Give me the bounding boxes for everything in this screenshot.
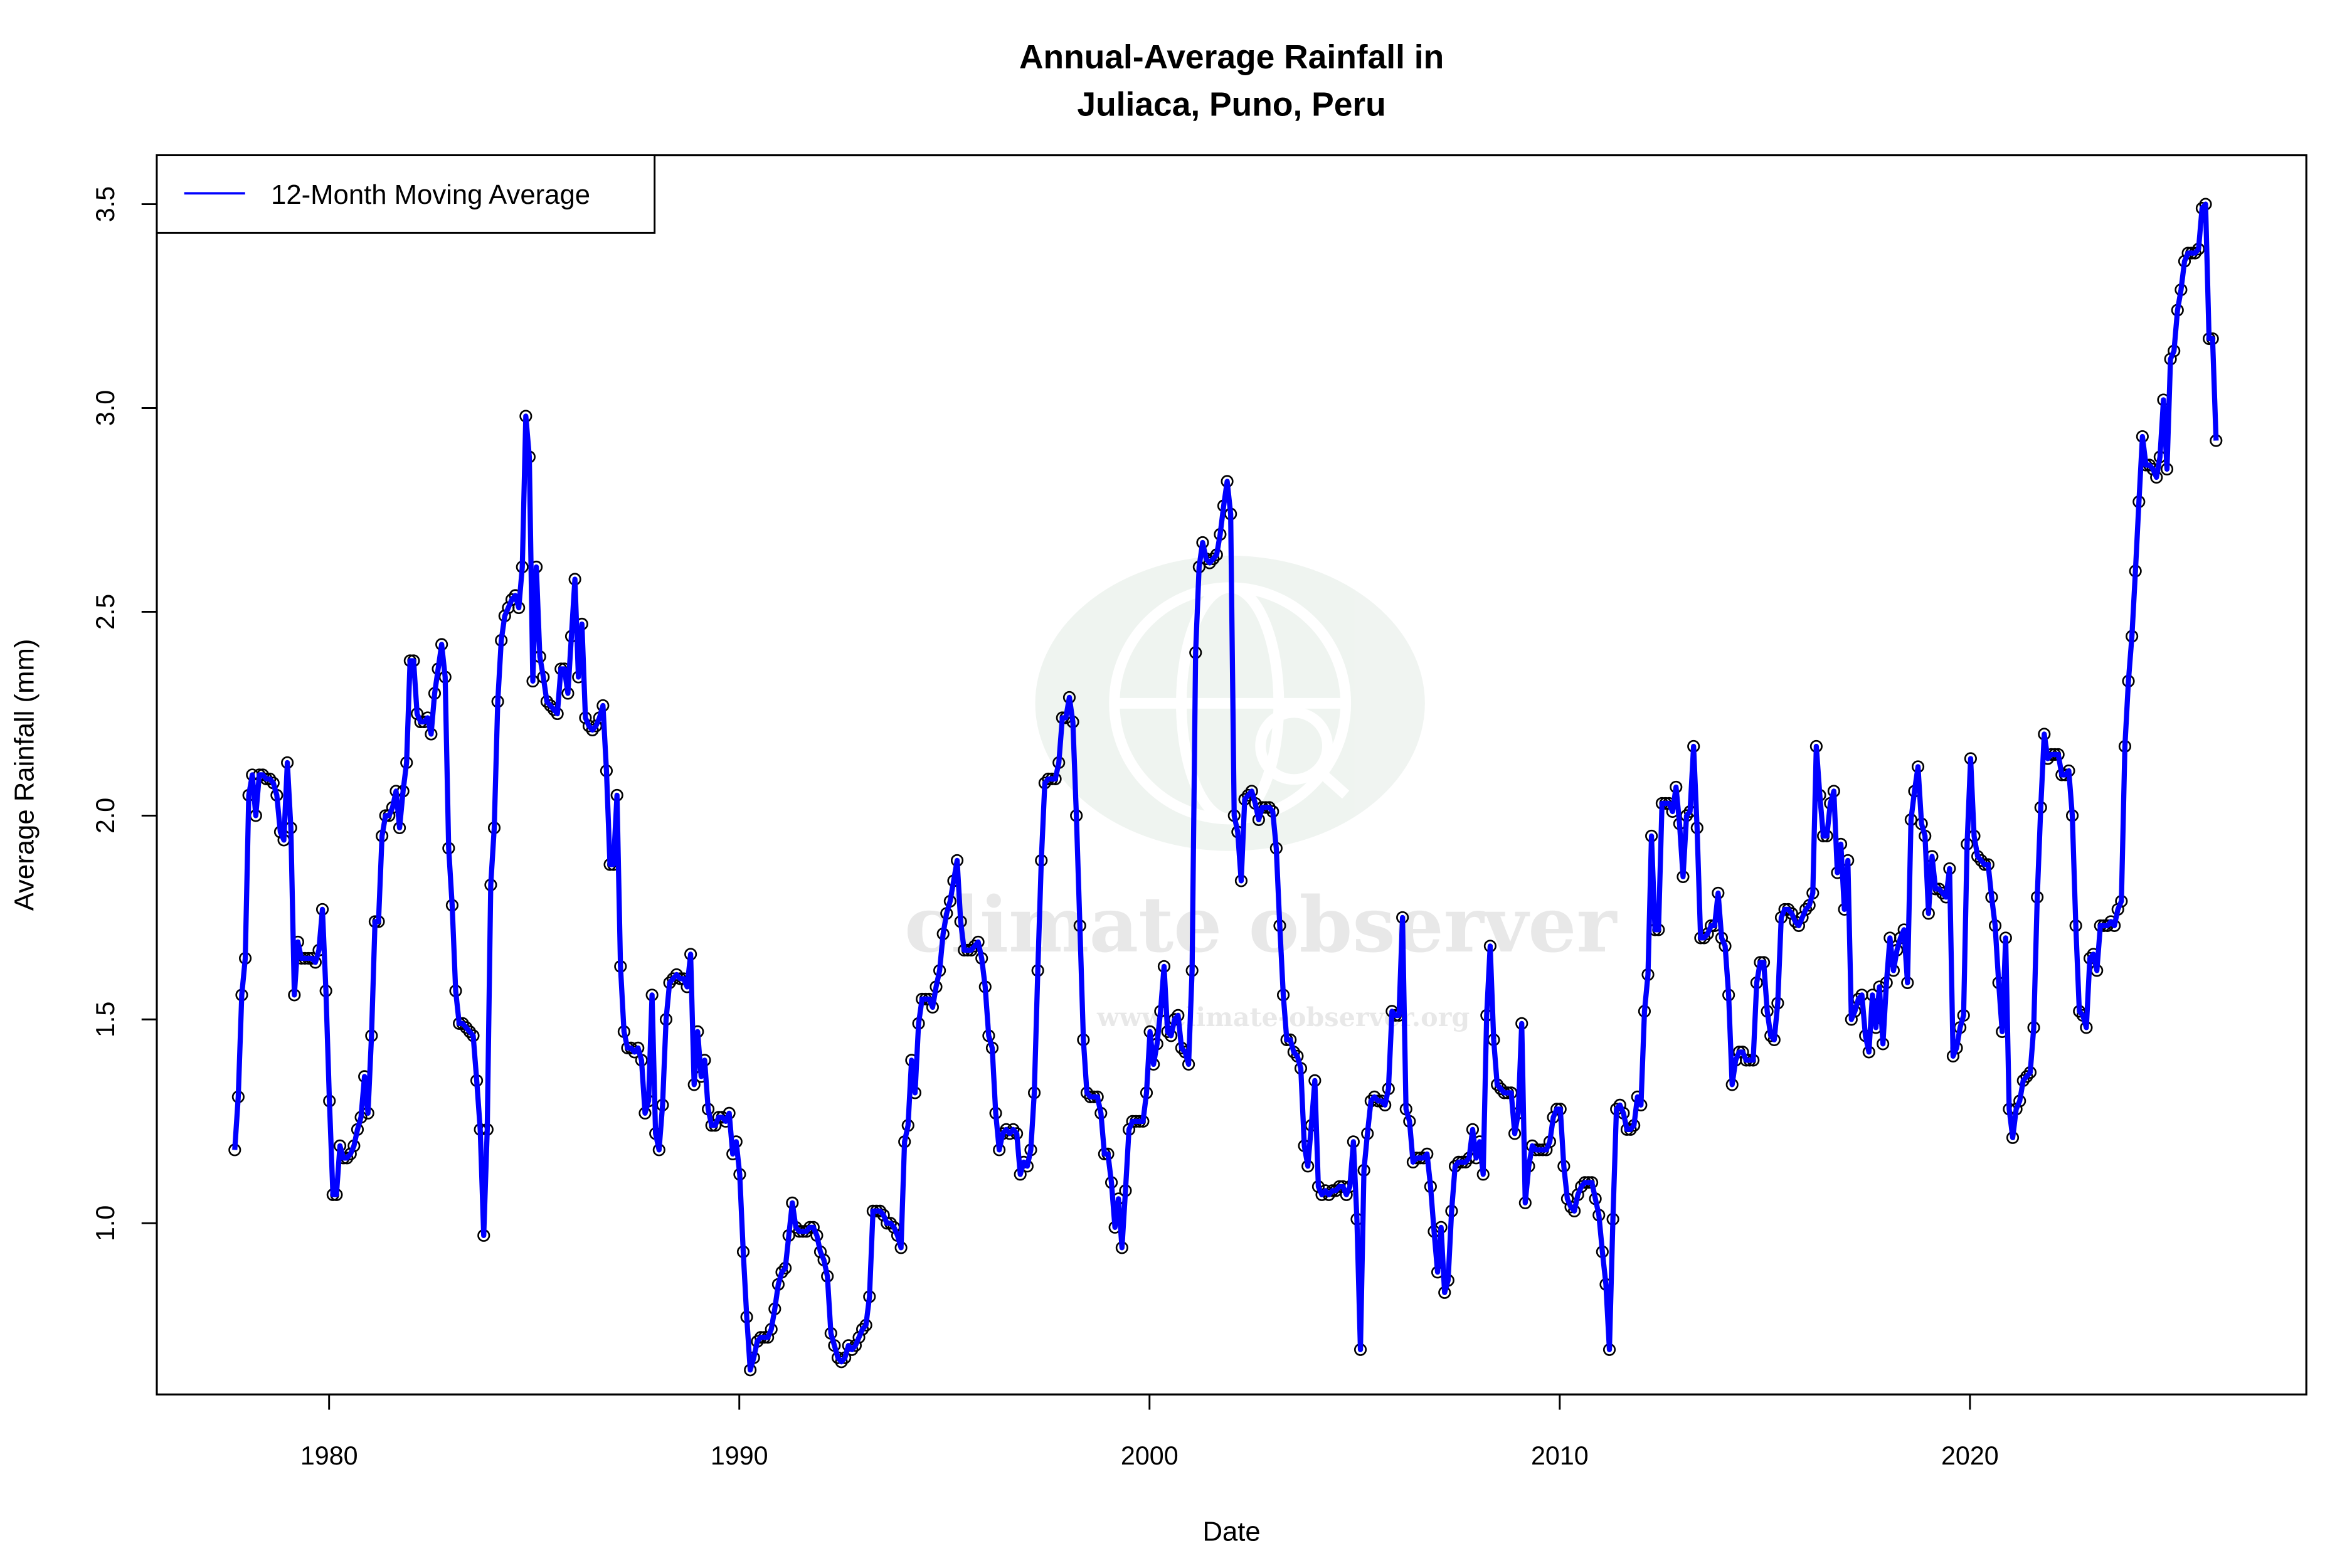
data-point: [460, 1021, 473, 1034]
x-tick-label: 1980: [300, 1441, 358, 1470]
y-tick-label: 3.5: [91, 186, 120, 222]
data-point: [835, 1355, 848, 1369]
data-point: [2020, 1070, 2033, 1083]
x-tick-label: 2020: [1941, 1441, 1999, 1470]
y-tick-label: 1.5: [91, 1002, 120, 1037]
y-tick-label: 3.0: [91, 390, 120, 426]
data-point: [463, 1025, 476, 1038]
data-point: [1494, 1082, 1507, 1095]
series-line: [232, 201, 2219, 1373]
data-point: [1203, 556, 1216, 569]
legend-entry: 12-Month Moving Average: [271, 179, 590, 210]
x-tick-label: 2000: [1121, 1441, 1179, 1470]
x-axis-label: Date: [1202, 1516, 1260, 1547]
y-tick-label: 2.5: [91, 594, 120, 630]
data-point: [586, 723, 599, 737]
data-point: [1368, 1090, 1381, 1103]
y-axis: 1.0 1.5 2.0 2.5 3.0 3.5: [91, 186, 158, 1241]
series-layer: [228, 198, 2223, 1377]
x-axis: 1980 1990 2000 2010 2020: [300, 1393, 1999, 1470]
chart-title-line-2: Juliaca, Puno, Peru: [1077, 86, 1385, 123]
data-point: [670, 968, 683, 981]
data-point: [1974, 854, 1988, 867]
y-tick-label: 1.0: [91, 1205, 120, 1241]
x-tick-label: 2010: [1531, 1441, 1589, 1470]
chart-title-line-1: Annual-Average Rainfall in: [1019, 39, 1444, 76]
x-tick-label: 1990: [711, 1441, 768, 1470]
watermark-text: climate observer: [904, 880, 1618, 970]
y-axis-label: Average Rainfall (mm): [9, 639, 40, 911]
y-tick-label: 2.0: [91, 798, 120, 834]
legend: 12-Month Moving Average: [156, 154, 656, 234]
